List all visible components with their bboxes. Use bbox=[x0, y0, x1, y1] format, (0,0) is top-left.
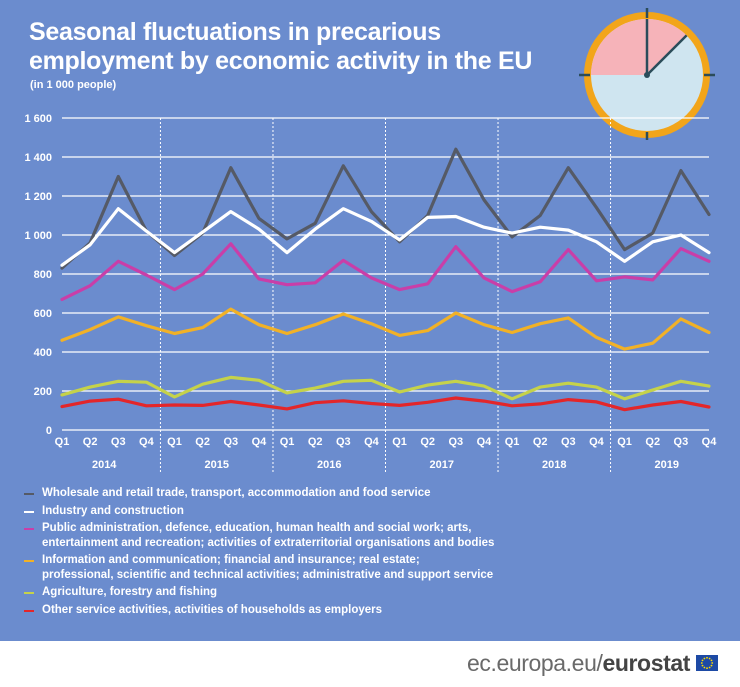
x-tick-label: Q3 bbox=[223, 436, 238, 448]
x-tick-label: Q2 bbox=[420, 436, 435, 448]
legend-item: Public administration, defence, educatio… bbox=[24, 521, 724, 550]
x-tick-label: Q3 bbox=[336, 436, 351, 448]
x-tick-label: Q3 bbox=[561, 436, 576, 448]
clock-wedge-upper-left bbox=[591, 19, 647, 75]
legend-label: Agriculture, forestry and fishing bbox=[42, 586, 218, 598]
legend-swatch bbox=[24, 510, 34, 513]
x-tick-label: Q3 bbox=[674, 436, 689, 448]
x-tick-label: Q1 bbox=[505, 436, 520, 448]
legend-item: Other service activities, activities of … bbox=[24, 603, 724, 618]
year-label: 2015 bbox=[204, 459, 228, 471]
y-tick-label: 1 600 bbox=[24, 113, 52, 125]
x-tick-label: Q1 bbox=[167, 436, 182, 448]
x-tick-label: Q2 bbox=[308, 436, 323, 448]
legend-swatch bbox=[24, 493, 34, 495]
series-line-2 bbox=[60, 207, 711, 267]
footer-brand: ec.europa.eu/ eurostat bbox=[467, 650, 718, 676]
legend-label: Public administration, defence, educatio… bbox=[42, 522, 495, 549]
y-tick-label: 600 bbox=[34, 308, 52, 320]
clock-wedge bbox=[647, 19, 687, 75]
x-tick-label: Q1 bbox=[280, 436, 295, 448]
y-tick-label: 800 bbox=[34, 269, 52, 281]
x-tick-label: Q1 bbox=[392, 436, 407, 448]
x-tick-label: Q4 bbox=[139, 436, 155, 448]
series-lines bbox=[60, 147, 711, 412]
legend-item: Information and communication; financial… bbox=[24, 553, 724, 582]
x-tick-label: Q3 bbox=[111, 436, 126, 448]
legend-label: Wholesale and retail trade, transport, a… bbox=[42, 487, 431, 499]
x-tick-label: Q1 bbox=[55, 436, 70, 448]
clock-hand-hour bbox=[646, 34, 688, 76]
legend-swatch bbox=[24, 528, 34, 530]
legend-item: Wholesale and retail trade, transport, a… bbox=[24, 486, 724, 501]
legend: Wholesale and retail trade, transport, a… bbox=[24, 486, 724, 620]
y-axis-ticks: 0 200 400 600 800 1 000 1 200 1 400 1 600 bbox=[24, 113, 52, 437]
legend-swatch bbox=[24, 609, 34, 612]
series-line-1 bbox=[60, 147, 711, 270]
legend-item: Industry and construction bbox=[24, 504, 724, 519]
clock-icon bbox=[579, 8, 715, 140]
x-tick-label: Q2 bbox=[195, 436, 210, 448]
x-tick-label: Q4 bbox=[702, 436, 718, 448]
x-tick-label: Q2 bbox=[645, 436, 660, 448]
year-label: 2018 bbox=[542, 459, 566, 471]
x-tick-label: Q4 bbox=[589, 436, 605, 448]
legend-swatch bbox=[24, 592, 34, 594]
x-axis-ticks: Q1 Q2 Q3 Q4 Q1 Q2 Q3 Q4 Q1 Q2 Q3 Q4 Q1 Q2 Q3 Q4 Q1 Q2 Q3 Q4… bbox=[55, 436, 718, 471]
x-tick-label: Q4 bbox=[364, 436, 380, 448]
legend-label: Other service activities, activities of … bbox=[42, 603, 383, 616]
y-tick-label: 200 bbox=[34, 386, 52, 398]
legend-item: Agriculture, forestry and fishing bbox=[24, 585, 724, 600]
x-tick-label: Q4 bbox=[252, 436, 268, 448]
x-tick-label: Q2 bbox=[83, 436, 98, 448]
series-line-6 bbox=[60, 396, 711, 412]
year-label: 2016 bbox=[317, 459, 341, 471]
series-line-4 bbox=[60, 307, 711, 351]
x-tick-label: Q4 bbox=[477, 436, 493, 448]
series-line-5 bbox=[60, 375, 711, 401]
x-tick-label: Q1 bbox=[617, 436, 632, 448]
series-line-3 bbox=[60, 242, 711, 301]
x-tick-label: Q2 bbox=[533, 436, 548, 448]
eu-flag-icon bbox=[696, 655, 718, 671]
y-tick-label: 1 000 bbox=[24, 230, 52, 242]
y-tick-label: 1 200 bbox=[24, 191, 52, 203]
grid bbox=[62, 117, 709, 472]
year-label: 2019 bbox=[655, 459, 679, 471]
y-tick-label: 400 bbox=[34, 347, 52, 359]
legend-label: Information and communication; financial… bbox=[42, 554, 494, 581]
year-label: 2014 bbox=[92, 459, 117, 471]
footer-brand-name: eurostat bbox=[602, 649, 690, 676]
chart-subtitle: (in 1 000 people) bbox=[30, 79, 117, 91]
y-tick-label: 0 bbox=[46, 425, 52, 437]
chart-title: Seasonal fluctuations in precarious empl… bbox=[29, 18, 533, 75]
year-label: 2017 bbox=[430, 459, 454, 471]
line-chart: 0 200 400 600 800 1 000 1 200 1 400 1 600 Q1 Q2 Q3… bbox=[24, 113, 718, 472]
footer-domain: ec.europa.eu/ bbox=[466, 649, 603, 676]
legend-label: Industry and construction bbox=[42, 504, 184, 517]
x-tick-label: Q3 bbox=[448, 436, 463, 448]
y-tick-label: 1 400 bbox=[24, 152, 52, 164]
legend-swatch bbox=[24, 560, 34, 562]
